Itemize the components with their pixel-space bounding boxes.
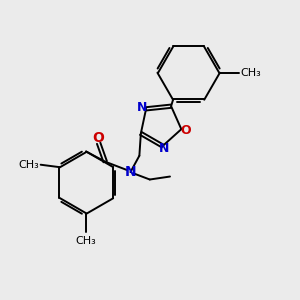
Text: N: N (159, 142, 169, 155)
Text: CH₃: CH₃ (18, 160, 39, 170)
Text: CH₃: CH₃ (76, 236, 97, 246)
Text: O: O (180, 124, 190, 137)
Text: N: N (124, 165, 136, 179)
Text: CH₃: CH₃ (240, 68, 261, 78)
Text: N: N (137, 101, 147, 114)
Text: O: O (92, 131, 104, 145)
